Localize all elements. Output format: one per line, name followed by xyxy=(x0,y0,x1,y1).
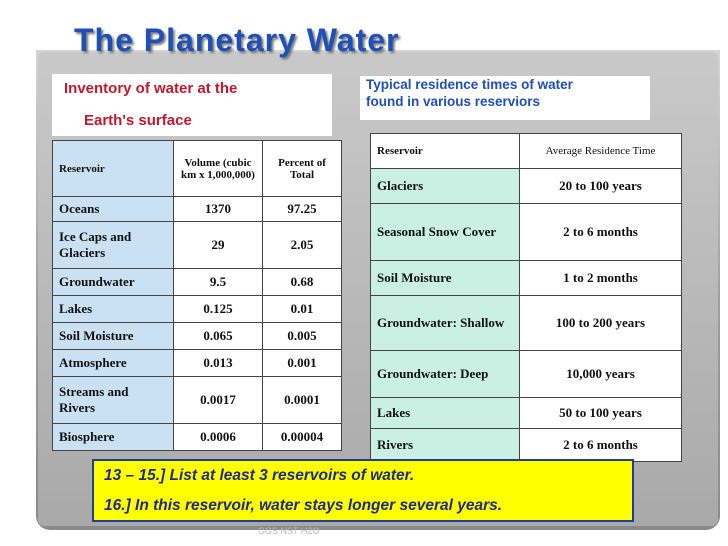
reservoir-cell: Glaciers xyxy=(370,168,520,204)
residence-time-cell: 2 to 6 months xyxy=(519,203,682,261)
title-background xyxy=(0,0,728,50)
residence-time-cell: 2 to 6 months xyxy=(519,428,682,462)
inventory-subtitle: Inventory of water at the Earth's surfac… xyxy=(52,74,332,136)
inventory-table: Reservoir Volume (cubic km x 1,000,000) … xyxy=(52,140,342,451)
residence-time-cell: 10,000 years xyxy=(519,350,682,398)
reservoir-cell: Seasonal Snow Cover xyxy=(370,203,520,261)
inventory-subtitle-line1: Inventory of water at the xyxy=(64,80,238,97)
header-residence-time: Average Residence Time xyxy=(519,133,682,169)
reservoir-cell: Atmosphere xyxy=(52,349,174,377)
residence-subtitle: Typical residence times of water found i… xyxy=(360,76,650,120)
page-title: The Planetary Water xyxy=(74,22,400,58)
reservoir-cell: Oceans xyxy=(52,196,174,222)
reservoir-cell: Rivers xyxy=(370,428,520,462)
volume-cell: 0.065 xyxy=(173,322,263,350)
residence-subtitle-line2: found in various reserviors xyxy=(366,94,541,109)
question-16: 16.] In this reservoir, water stays long… xyxy=(104,497,503,514)
header-volume: Volume (cubic km x 1,000,000) xyxy=(173,140,263,197)
reservoir-cell: Lakes xyxy=(370,397,520,429)
percent-cell: 0.001 xyxy=(262,349,342,377)
residence-table: Reservoir Average Residence Time Glacier… xyxy=(370,133,682,462)
percent-cell: 0.01 xyxy=(262,295,342,323)
reservoir-cell: Ice Caps and Glaciers xyxy=(52,221,174,269)
table-row: Soil Moisture 1 to 2 months xyxy=(370,260,682,296)
residence-time-cell: 1 to 2 months xyxy=(519,260,682,296)
inventory-table-body: Reservoir Volume (cubic km x 1,000,000) … xyxy=(52,140,342,451)
reservoir-cell: Biosphere xyxy=(52,423,174,451)
percent-cell: 0.005 xyxy=(262,322,342,350)
reservoir-cell: Soil Moisture xyxy=(52,322,174,350)
reservoir-cell: Lakes xyxy=(52,295,174,323)
table-row: Groundwater: Shallow 100 to 200 years xyxy=(370,295,682,351)
table-header-row: Reservoir Average Residence Time xyxy=(370,133,682,169)
questions-box: 13 – 15.] List at least 3 reservoirs of … xyxy=(92,459,634,522)
table-row: Atmosphere 0.013 0.001 xyxy=(52,349,342,377)
table-row: Streams and Rivers 0.0017 0.0001 xyxy=(52,376,342,424)
residence-subtitle-line1: Typical residence times of water xyxy=(366,77,573,92)
percent-cell: 2.05 xyxy=(262,221,342,269)
table-row: Lakes 50 to 100 years xyxy=(370,397,682,429)
percent-cell: 0.00004 xyxy=(262,423,342,451)
table-row: Glaciers 20 to 100 years xyxy=(370,168,682,204)
header-reservoir: Reservoir xyxy=(370,133,520,169)
reservoir-cell: Groundwater xyxy=(52,268,174,296)
reservoir-cell: Streams and Rivers xyxy=(52,376,174,424)
table-header-row: Reservoir Volume (cubic km x 1,000,000) … xyxy=(52,140,342,197)
table-row: Biosphere 0.0006 0.00004 xyxy=(52,423,342,451)
table-row: Lakes 0.125 0.01 xyxy=(52,295,342,323)
footer-text: GGS NST H2O xyxy=(258,526,320,536)
reservoir-cell: Groundwater: Shallow xyxy=(370,295,520,351)
reservoir-cell: Groundwater: Deep xyxy=(370,350,520,398)
table-row: Groundwater 9.5 0.68 xyxy=(52,268,342,296)
percent-cell: 97.25 xyxy=(262,196,342,222)
table-row: Rivers 2 to 6 months xyxy=(370,428,682,462)
volume-cell: 0.0006 xyxy=(173,423,263,451)
volume-cell: 0.125 xyxy=(173,295,263,323)
header-reservoir: Reservoir xyxy=(52,140,174,197)
volume-cell: 1370 xyxy=(173,196,263,222)
table-row: Groundwater: Deep 10,000 years xyxy=(370,350,682,398)
table-row: Seasonal Snow Cover 2 to 6 months xyxy=(370,203,682,261)
volume-cell: 29 xyxy=(173,221,263,269)
table-row: Oceans 1370 97.25 xyxy=(52,196,342,222)
residence-time-cell: 20 to 100 years xyxy=(519,168,682,204)
header-percent: Percent of Total xyxy=(262,140,342,197)
table-row: Soil Moisture 0.065 0.005 xyxy=(52,322,342,350)
table-row: Ice Caps and Glaciers 29 2.05 xyxy=(52,221,342,269)
residence-time-cell: 50 to 100 years xyxy=(519,397,682,429)
volume-cell: 9.5 xyxy=(173,268,263,296)
reservoir-cell: Soil Moisture xyxy=(370,260,520,296)
volume-cell: 0.0017 xyxy=(173,376,263,424)
volume-cell: 0.013 xyxy=(173,349,263,377)
question-13-15: 13 – 15.] List at least 3 reservoirs of … xyxy=(104,467,415,484)
percent-cell: 0.68 xyxy=(262,268,342,296)
residence-table-body: Reservoir Average Residence Time Glacier… xyxy=(370,133,682,462)
inventory-subtitle-line2: Earth's surface xyxy=(84,112,192,129)
residence-time-cell: 100 to 200 years xyxy=(519,295,682,351)
percent-cell: 0.0001 xyxy=(262,376,342,424)
